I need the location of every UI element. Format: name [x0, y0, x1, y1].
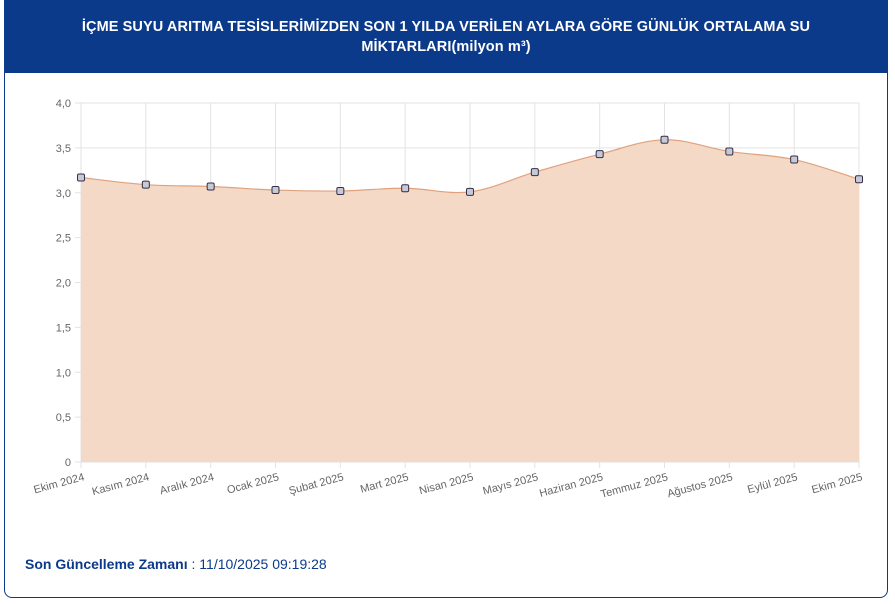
last-updated-value: 11/10/2025 09:19:28: [199, 556, 327, 572]
data-point: [790, 155, 799, 164]
x-tick-label: Nisan 2025: [418, 471, 475, 497]
data-point: [725, 147, 734, 156]
y-tick-label: 4,0: [56, 98, 71, 110]
page-title: İÇME SUYU ARITMA TESİSLERİMİZDEN SON 1 Y…: [81, 18, 811, 55]
header-bar: İÇME SUYU ARITMA TESİSLERİMİZDEN SON 1 Y…: [4, 0, 888, 73]
data-point: [206, 182, 215, 191]
last-updated-label: Son Güncelleme Zamanı: [25, 556, 188, 572]
x-tick-label: Ağustos 2025: [666, 471, 734, 500]
x-axis-ticks: Ekim 2024 Kasım 2024 Aralık 2024 Ocak 2025 Ş…: [32, 471, 863, 500]
y-tick-label: 0: [65, 457, 71, 469]
data-point: [77, 173, 85, 182]
x-tick-label: Ekim 2025: [810, 471, 863, 496]
x-tick-label: Haziran 2025: [538, 471, 604, 500]
x-tick-label: Temmuz 2025: [599, 471, 669, 500]
last-updated: Son Güncelleme Zamanı : 11/10/2025 09:19…: [25, 556, 327, 572]
y-tick-label: 0,5: [56, 412, 71, 424]
x-tick-label: Şubat 2025: [288, 471, 345, 497]
y-tick-label: 2,0: [56, 278, 71, 290]
last-updated-separator: :: [187, 556, 200, 572]
x-tick-label: Kasım 2024: [91, 471, 151, 498]
data-point: [141, 180, 150, 189]
x-tick-label: Mart 2025: [359, 471, 410, 495]
data-point: [336, 186, 345, 195]
area-fill: [81, 139, 859, 462]
data-point: [271, 186, 280, 195]
y-tick-label: 1,5: [56, 322, 71, 334]
y-tick-label: 3,0: [56, 188, 71, 200]
data-point: [855, 175, 863, 184]
y-tick-label: 3,5: [56, 143, 71, 155]
data-point: [660, 135, 669, 144]
data-point: [466, 187, 474, 196]
data-point: [530, 168, 539, 177]
data-point: [401, 184, 410, 193]
x-tick-label: Ekim 2024: [32, 471, 85, 496]
x-tick-label: Ocak 2025: [226, 471, 280, 496]
x-tick-label: Eylül 2025: [746, 471, 799, 496]
y-tick-label: 1,0: [56, 367, 71, 379]
series-water-volume: [77, 135, 863, 462]
y-axis-ticks: 0 0,5 1,0 1,5 2,0 2,5 3,0 3,5 4,0: [56, 98, 71, 469]
y-tick-label: 2,5: [56, 233, 71, 245]
x-tick-label: Aralık 2024: [159, 471, 216, 497]
x-tick-label: Mayıs 2025: [482, 471, 540, 497]
data-point: [595, 150, 604, 159]
